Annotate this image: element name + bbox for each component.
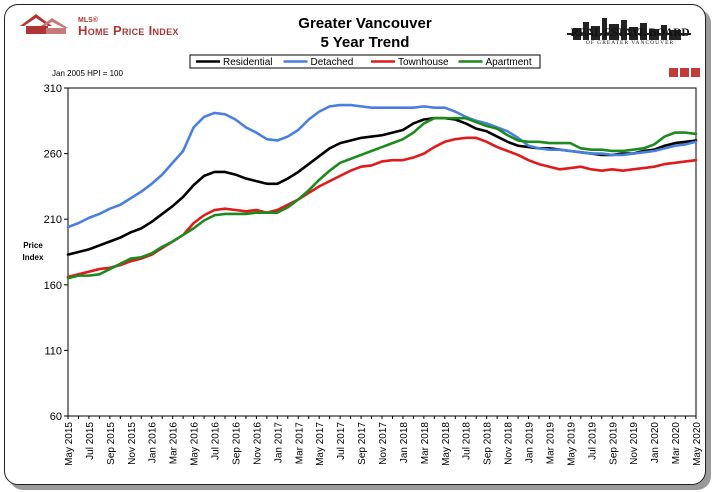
x-tick-label: Sep 2015 bbox=[106, 422, 117, 465]
x-tick-label: Nov 2015 bbox=[127, 422, 138, 465]
chart-title-line2: 5 Year Trend bbox=[320, 34, 410, 51]
legend-label-townhouse: Townhouse bbox=[398, 57, 449, 68]
logo-hpi-text: Home Price Index bbox=[78, 23, 179, 38]
y-tick-label: 260 bbox=[44, 149, 62, 161]
x-tick-label: Mar 2019 bbox=[545, 422, 556, 465]
x-tick-label: Jan 2017 bbox=[273, 422, 284, 464]
series-line-detached bbox=[66, 103, 698, 229]
x-tick-label: May 2015 bbox=[64, 422, 75, 466]
x-tick-label: Jul 2017 bbox=[336, 422, 347, 460]
x-tick-label: Jan 2019 bbox=[525, 422, 536, 464]
board-subtitle: OF GREATER VANCOUVER bbox=[585, 40, 675, 46]
y-tick-label: 110 bbox=[44, 345, 62, 357]
legend-box bbox=[189, 54, 541, 69]
logo-mls-text: MLS® bbox=[78, 17, 98, 24]
legend-label-detached: Detached bbox=[311, 57, 354, 68]
legend-label-residential: Residential bbox=[223, 57, 272, 68]
x-tick-label: Jul 2018 bbox=[462, 422, 473, 460]
x-tick-label: Mar 2017 bbox=[294, 422, 305, 465]
x-tick-label: May 2020 bbox=[692, 422, 703, 466]
hpi-base-note: Jan 2005 HPI = 100 bbox=[52, 69, 123, 78]
x-tick-label: Jul 2019 bbox=[587, 422, 598, 460]
x-tick-label: Nov 2019 bbox=[629, 422, 640, 465]
x-tick-label: May 2019 bbox=[566, 422, 577, 466]
x-tick-label: Nov 2016 bbox=[252, 422, 263, 465]
x-tick-label: Mar 2020 bbox=[671, 422, 682, 465]
x-tick-label: Sep 2017 bbox=[357, 422, 368, 465]
x-tick-label: Sep 2019 bbox=[608, 422, 619, 465]
x-tick-label: May 2016 bbox=[190, 422, 201, 466]
plot-area bbox=[67, 87, 697, 417]
x-tick-label: Sep 2018 bbox=[483, 422, 494, 465]
x-tick-label: Nov 2017 bbox=[378, 422, 389, 465]
y-tick-label: 160 bbox=[44, 280, 62, 292]
legend-label-apartment: Apartment bbox=[486, 57, 532, 68]
mls-mini-logo-icon bbox=[669, 68, 700, 77]
y-tick-label: 60 bbox=[50, 411, 62, 423]
x-tick-label: Mar 2016 bbox=[169, 422, 180, 465]
y-axis-label: Price Index bbox=[22, 241, 44, 262]
x-tick-label: Jul 2016 bbox=[211, 422, 222, 460]
skyline-logo-icon bbox=[567, 18, 691, 40]
mls-hpi-logo: MLS® Home Price Index bbox=[18, 12, 218, 38]
x-tick-label: Jan 2018 bbox=[399, 422, 410, 464]
board-name: REAL ESTATE BOARD bbox=[570, 27, 690, 39]
x-tick-label: Jan 2016 bbox=[148, 422, 159, 464]
x-tick-label: Jan 2020 bbox=[650, 422, 661, 464]
x-tick-label: Mar 2018 bbox=[420, 422, 431, 465]
y-tick-label: 210 bbox=[44, 214, 62, 226]
x-tick-label: Nov 2018 bbox=[504, 422, 515, 465]
x-tick-label: May 2017 bbox=[315, 422, 326, 466]
house-logo-icon bbox=[20, 14, 68, 34]
y-tick-label: 310 bbox=[44, 83, 62, 95]
x-tick-label: Jul 2015 bbox=[85, 422, 96, 460]
chart-title-line1: Greater Vancouver bbox=[298, 15, 432, 32]
x-tick-label: Sep 2016 bbox=[231, 422, 242, 465]
x-tick-label: May 2018 bbox=[441, 422, 452, 466]
series-line-apartment bbox=[66, 116, 698, 280]
